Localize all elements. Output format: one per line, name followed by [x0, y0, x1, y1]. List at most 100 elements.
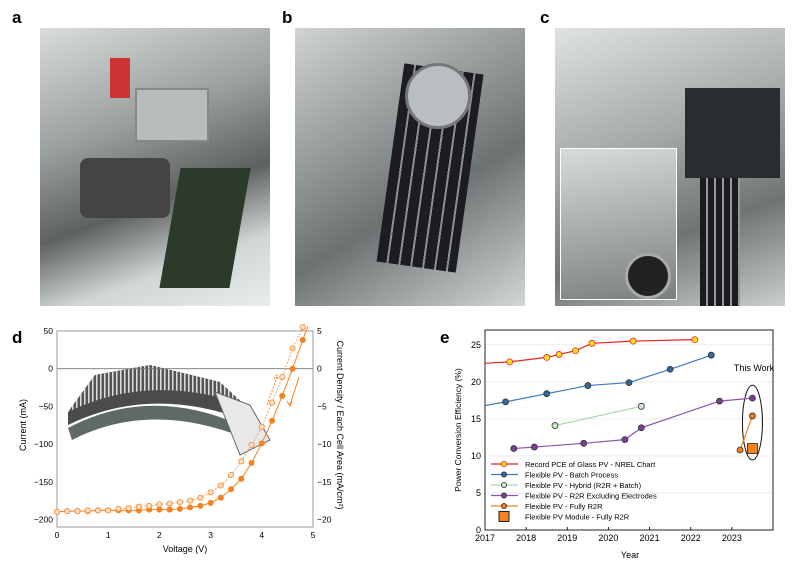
- d-data-point: [258, 440, 265, 447]
- d-data-point: [115, 505, 122, 512]
- e-xtick: 2018: [516, 533, 536, 543]
- e-data-point: [572, 347, 579, 355]
- d-data-point: [269, 399, 276, 406]
- d-xtick: 2: [157, 530, 162, 540]
- d-data-point: [258, 423, 265, 430]
- d-data-point: [248, 441, 255, 448]
- e-data-point: [749, 394, 756, 402]
- e-ytick: 10: [471, 451, 481, 461]
- legend-marker: [500, 460, 507, 467]
- d-y2tick: −20: [317, 514, 332, 524]
- e-xtick: 2019: [557, 533, 577, 543]
- e-data-point: [637, 402, 645, 410]
- d-ytick: −150: [34, 477, 53, 487]
- e-data-point: [510, 445, 518, 452]
- e-xtick: 2021: [640, 533, 660, 543]
- e-data-point: [736, 446, 744, 454]
- d-data-point: [125, 505, 132, 512]
- e-ytick: 25: [471, 340, 481, 350]
- d-data-point: [217, 494, 224, 501]
- d-ytick: 50: [44, 326, 54, 336]
- d-ytick: −50: [39, 401, 54, 411]
- e-ylabel: Power Conversion Efficiency (%): [453, 368, 463, 492]
- d-data-point: [299, 337, 306, 344]
- d-data-point: [176, 499, 183, 506]
- e-data-point: [543, 354, 551, 361]
- e-data-point: [637, 424, 645, 432]
- e-ytick: 5: [476, 488, 481, 498]
- d-data-point: [64, 508, 71, 515]
- d-data-point: [228, 471, 235, 478]
- panel-label-c: c: [540, 8, 550, 27]
- e-data-point: [588, 339, 596, 347]
- d-data-point: [238, 475, 245, 482]
- d-data-point: [207, 489, 214, 496]
- d-data-point: [289, 345, 296, 352]
- photo-b: [295, 28, 525, 306]
- legend-entry: Flexible PV - R2R Excluding Electrodes: [525, 492, 657, 501]
- legend-marker: [500, 471, 507, 478]
- d-y2tick: 5: [317, 326, 322, 336]
- d-data-point: [238, 458, 245, 465]
- e-data-point: [551, 422, 559, 429]
- d-xlabel: Voltage (V): [163, 544, 208, 554]
- e-data-point: [584, 382, 592, 389]
- e-ytick: 15: [471, 414, 481, 424]
- e-data-point: [530, 443, 538, 451]
- e-xtick: 2022: [681, 533, 701, 543]
- d-data-point: [54, 508, 61, 515]
- legend-marker: [500, 502, 507, 509]
- d-data-point: [187, 497, 194, 504]
- this-work-label: This Work: [734, 363, 775, 373]
- legend-entry: Flexible PV Module - Fully R2R: [525, 513, 630, 522]
- e-xtick: 2023: [722, 533, 742, 543]
- legend-entry: Flexible PV - Fully R2R: [525, 502, 603, 511]
- d-xtick: 4: [259, 530, 264, 540]
- d-data-point: [187, 504, 194, 511]
- e-plot-frame: [484, 329, 774, 531]
- d-y2tick: −15: [317, 477, 332, 487]
- e-module-point: [747, 443, 758, 454]
- d-data-point: [248, 459, 255, 466]
- e-data-point: [543, 390, 551, 398]
- legend-marker: [500, 492, 507, 499]
- panel-label-d: d: [12, 328, 23, 347]
- photo-a: [40, 28, 270, 306]
- this-work-ellipse: [741, 384, 763, 461]
- d-data-point: [197, 502, 204, 509]
- d-ytick: 0: [48, 364, 53, 374]
- d-data-point: [217, 482, 224, 489]
- e-series-line: [484, 339, 695, 364]
- e-xtick: 2017: [475, 533, 495, 543]
- d-xtick: 1: [106, 530, 111, 540]
- d-ytick: −100: [34, 439, 53, 449]
- e-series-line: [739, 415, 753, 451]
- d-xtick: 5: [311, 530, 316, 540]
- d-y2tick: −5: [317, 401, 327, 411]
- d-y2tick: 0: [317, 364, 322, 374]
- d-data-point: [289, 365, 296, 372]
- d-data-point: [156, 501, 163, 508]
- d-data-point: [299, 324, 306, 331]
- e-data-point: [502, 398, 509, 406]
- legend-marker: [498, 511, 510, 522]
- d-data-point: [228, 486, 235, 493]
- cell-illustration: [68, 365, 271, 456]
- d-data-point: [94, 507, 101, 514]
- e-data-point: [629, 337, 637, 345]
- d-ylabel: Current (mA): [18, 399, 28, 451]
- photo-c: [555, 28, 785, 306]
- e-ytick: 20: [471, 377, 481, 387]
- d-data-point: [74, 508, 81, 515]
- panel-label-b: b: [282, 8, 293, 27]
- forward-arrow: [286, 376, 300, 408]
- e-data-point: [506, 358, 514, 366]
- e-ytick: 0: [476, 525, 481, 535]
- e-data-point: [691, 336, 699, 344]
- e-data-point: [555, 351, 563, 358]
- d-y2tick: −10: [317, 439, 332, 449]
- d-ytick: −200: [34, 514, 53, 524]
- d-xtick: 3: [208, 530, 213, 540]
